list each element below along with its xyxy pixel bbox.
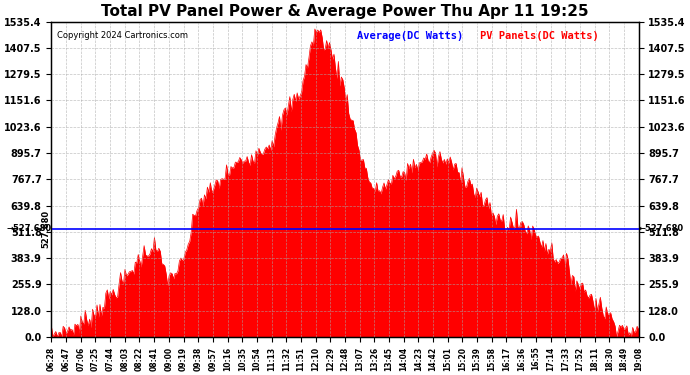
Text: Average(DC Watts): Average(DC Watts) [357, 31, 463, 41]
Text: ←527.680: ←527.680 [639, 224, 684, 233]
Text: 527.680: 527.680 [42, 210, 51, 248]
Title: Total PV Panel Power & Average Power Thu Apr 11 19:25: Total PV Panel Power & Average Power Thu… [101, 4, 589, 19]
Text: PV Panels(DC Watts): PV Panels(DC Watts) [480, 31, 599, 41]
Text: →527.680: →527.680 [6, 224, 51, 233]
Text: Copyright 2024 Cartronics.com: Copyright 2024 Cartronics.com [57, 31, 188, 40]
